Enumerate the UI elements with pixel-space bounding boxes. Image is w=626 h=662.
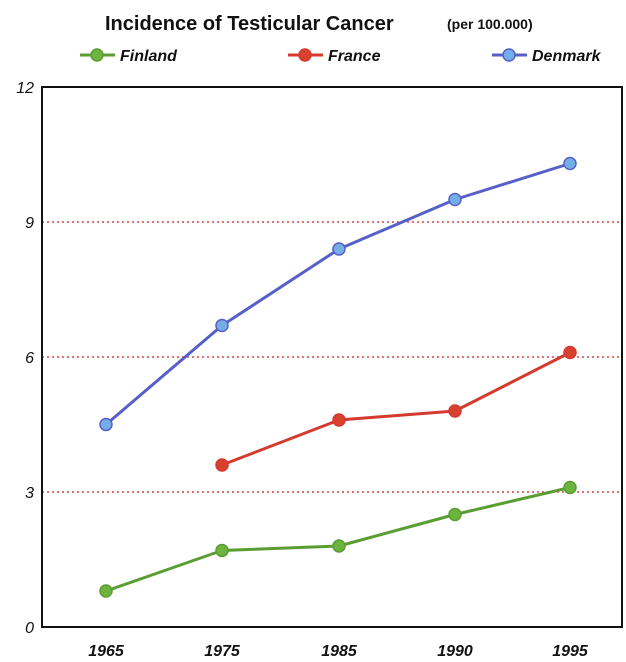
legend-marker-denmark <box>502 48 516 62</box>
legend-label-finland: Finland <box>120 48 178 65</box>
x-tick-label-1990: 1990 <box>437 643 473 660</box>
point-finland-1985 <box>332 539 346 553</box>
x-tick-label-1995: 1995 <box>552 643 589 660</box>
point-finland-1965 <box>99 584 113 598</box>
point-denmark-1965 <box>99 417 113 432</box>
point-france-1995 <box>563 345 577 360</box>
legend-label-denmark: Denmark <box>532 48 602 65</box>
legend-marker-finland <box>90 48 104 62</box>
y-tick-label-12: 12 <box>16 80 34 97</box>
point-denmark-1985 <box>332 242 346 256</box>
series-line-denmark <box>105 162 571 426</box>
point-france-1975 <box>215 458 229 472</box>
x-tick-label-1985: 1985 <box>321 643 358 660</box>
point-finland-1975 <box>215 543 229 558</box>
chart-title: Incidence of Testicular Cancer <box>105 13 394 35</box>
point-finland-1990 <box>448 507 462 522</box>
y-tick-label-9: 9 <box>25 215 34 232</box>
x-axis: 1965 1975 1985 1990 1995 <box>88 643 589 660</box>
point-denmark-1995 <box>563 156 577 171</box>
legend-label-france: France <box>328 48 381 65</box>
point-france-1990 <box>448 404 462 418</box>
point-denmark-1975 <box>215 318 229 333</box>
gridlines <box>42 221 622 493</box>
series-line-finland <box>105 486 571 593</box>
series-line-france <box>221 351 571 467</box>
point-finland-1995 <box>563 480 577 495</box>
point-denmark-1990 <box>448 192 462 207</box>
chart-subtitle: (per 100.000) <box>447 16 533 32</box>
y-axis: 0 3 6 9 12 <box>16 80 34 637</box>
x-tick-label-1965: 1965 <box>88 643 125 660</box>
y-tick-label-6: 6 <box>25 350 34 367</box>
plot-frame <box>41 86 623 628</box>
series-layer <box>99 156 577 598</box>
point-france-1985 <box>332 413 346 427</box>
y-tick-label-3: 3 <box>25 485 34 502</box>
legend: Finland France Denmark <box>80 48 602 65</box>
x-tick-label-1975: 1975 <box>204 643 241 660</box>
legend-marker-france <box>298 48 312 62</box>
y-tick-label-0: 0 <box>25 620 34 637</box>
